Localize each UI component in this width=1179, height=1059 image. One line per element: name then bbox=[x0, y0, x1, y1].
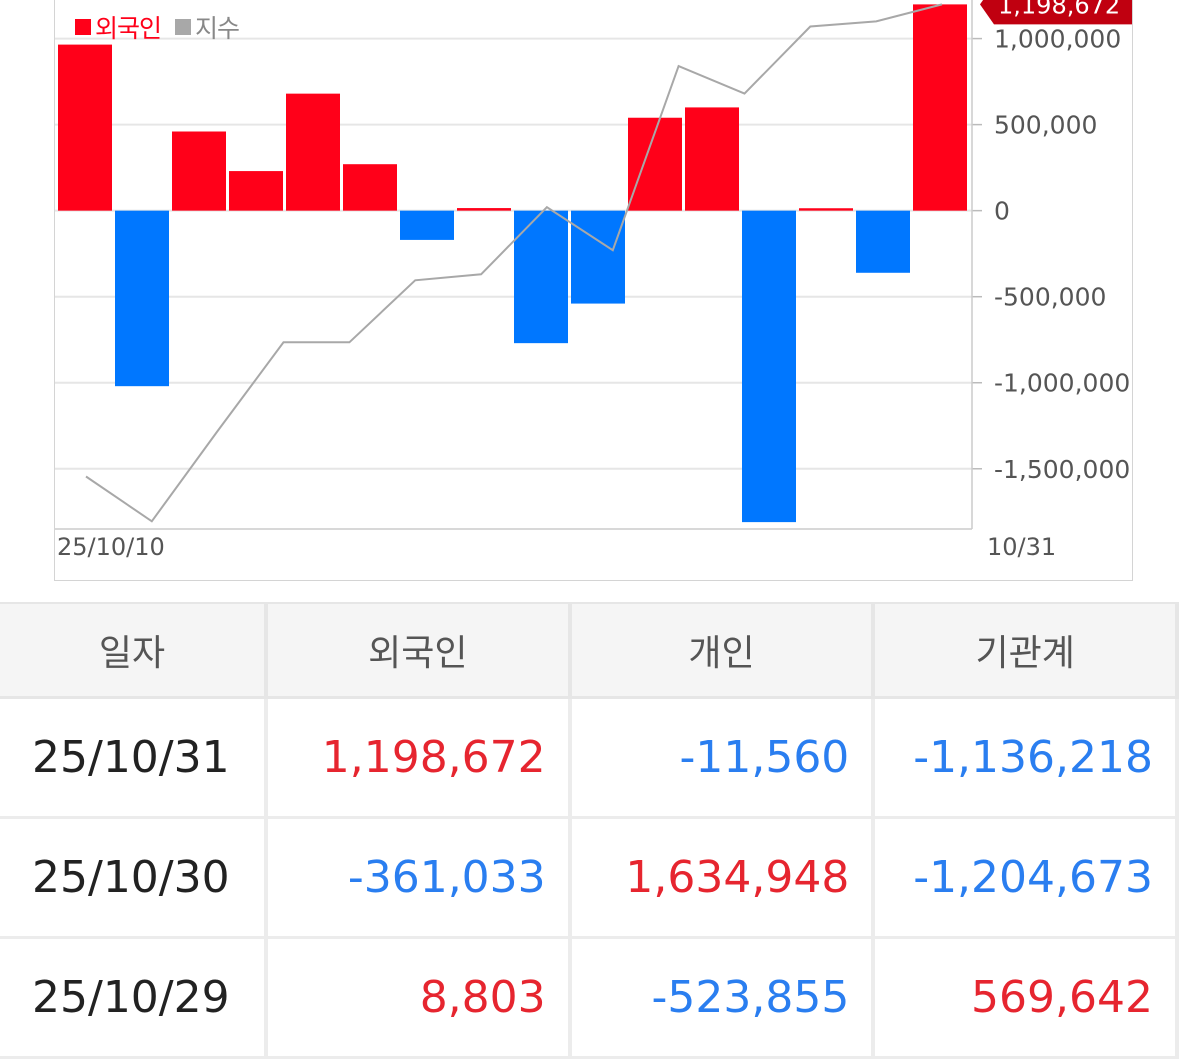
y-tick-label: 0 bbox=[994, 197, 1010, 226]
row-date: 25/10/30 bbox=[0, 817, 268, 939]
legend-swatch-index bbox=[175, 19, 192, 35]
x-end-label: 10/31 bbox=[987, 533, 1057, 561]
bar-foreign bbox=[514, 210, 568, 344]
chart-legend: 외국인 지수 bbox=[75, 9, 240, 45]
table-row[interactable]: 25/10/30 -361,033 1,634,948 -1,204,673 bbox=[0, 817, 1179, 939]
row-foreign: 1,198,672 bbox=[266, 697, 572, 819]
bar-foreign bbox=[913, 4, 967, 211]
bar-foreign bbox=[799, 208, 853, 211]
header-individual[interactable]: 개인 bbox=[569, 602, 876, 699]
bar-foreign bbox=[58, 44, 112, 211]
y-tick-label: 1,000,000 bbox=[994, 25, 1121, 54]
row-foreign: 8,803 bbox=[266, 937, 572, 1059]
bar-foreign bbox=[286, 93, 340, 211]
table-row[interactable]: 25/10/31 1,198,672 -11,560 -1,136,218 bbox=[0, 697, 1179, 819]
chart-canvas: 1,000,000 500,000 0 -500,000 -1,000,000 -1,50… bbox=[55, 0, 1132, 530]
header-date[interactable]: 일자 bbox=[0, 602, 268, 699]
row-institution: 569,642 bbox=[873, 937, 1179, 1059]
row-date: 25/10/29 bbox=[0, 937, 268, 1059]
row-date: 25/10/31 bbox=[0, 697, 268, 819]
legend-item-index: 지수 bbox=[175, 9, 240, 45]
row-individual: -523,855 bbox=[569, 937, 876, 1059]
table-header-row: 일자 외국인 개인 기관계 bbox=[0, 602, 1179, 699]
chart-panel: 1,000,000 500,000 0 -500,000 -1,000,000 -1,50… bbox=[54, 0, 1133, 581]
legend-label-foreign: 외국인 bbox=[95, 14, 162, 43]
row-individual: -11,560 bbox=[569, 697, 876, 819]
y-tick-label: 500,000 bbox=[994, 111, 1097, 140]
row-foreign: -361,033 bbox=[266, 817, 572, 939]
bar-foreign bbox=[229, 171, 283, 211]
bar-foreign bbox=[457, 208, 511, 211]
header-institution[interactable]: 기관계 bbox=[873, 602, 1179, 699]
legend-label-index: 지수 bbox=[195, 14, 240, 43]
investor-table: 일자 외국인 개인 기관계 25/10/31 1,198,672 -11,560… bbox=[0, 602, 1179, 1059]
row-institution: -1,136,218 bbox=[873, 697, 1179, 819]
index-line bbox=[85, 3, 943, 523]
legend-item-foreign: 외국인 bbox=[75, 9, 162, 45]
bar-foreign bbox=[856, 210, 910, 273]
y-tick-label: -1,000,000 bbox=[994, 369, 1130, 398]
bar-foreign bbox=[685, 107, 739, 211]
bar-foreign bbox=[343, 164, 397, 211]
last-value-label: 1,198,672 bbox=[998, 0, 1120, 19]
x-start-label: 25/10/10 bbox=[57, 533, 165, 561]
bar-foreign bbox=[400, 210, 454, 240]
last-value-badge bbox=[980, 0, 1132, 25]
y-tick-label: -500,000 bbox=[994, 283, 1106, 312]
bar-foreign bbox=[742, 210, 796, 523]
header-foreign[interactable]: 외국인 bbox=[266, 602, 572, 699]
y-tick-label: -1,500,000 bbox=[994, 455, 1130, 484]
table-row[interactable]: 25/10/29 8,803 -523,855 569,642 bbox=[0, 937, 1179, 1059]
row-individual: 1,634,948 bbox=[569, 817, 876, 939]
bar-foreign bbox=[115, 210, 169, 387]
bar-foreign bbox=[172, 131, 226, 211]
legend-swatch-foreign bbox=[75, 19, 91, 35]
bar-foreign bbox=[571, 210, 625, 304]
row-institution: -1,204,673 bbox=[873, 817, 1179, 939]
